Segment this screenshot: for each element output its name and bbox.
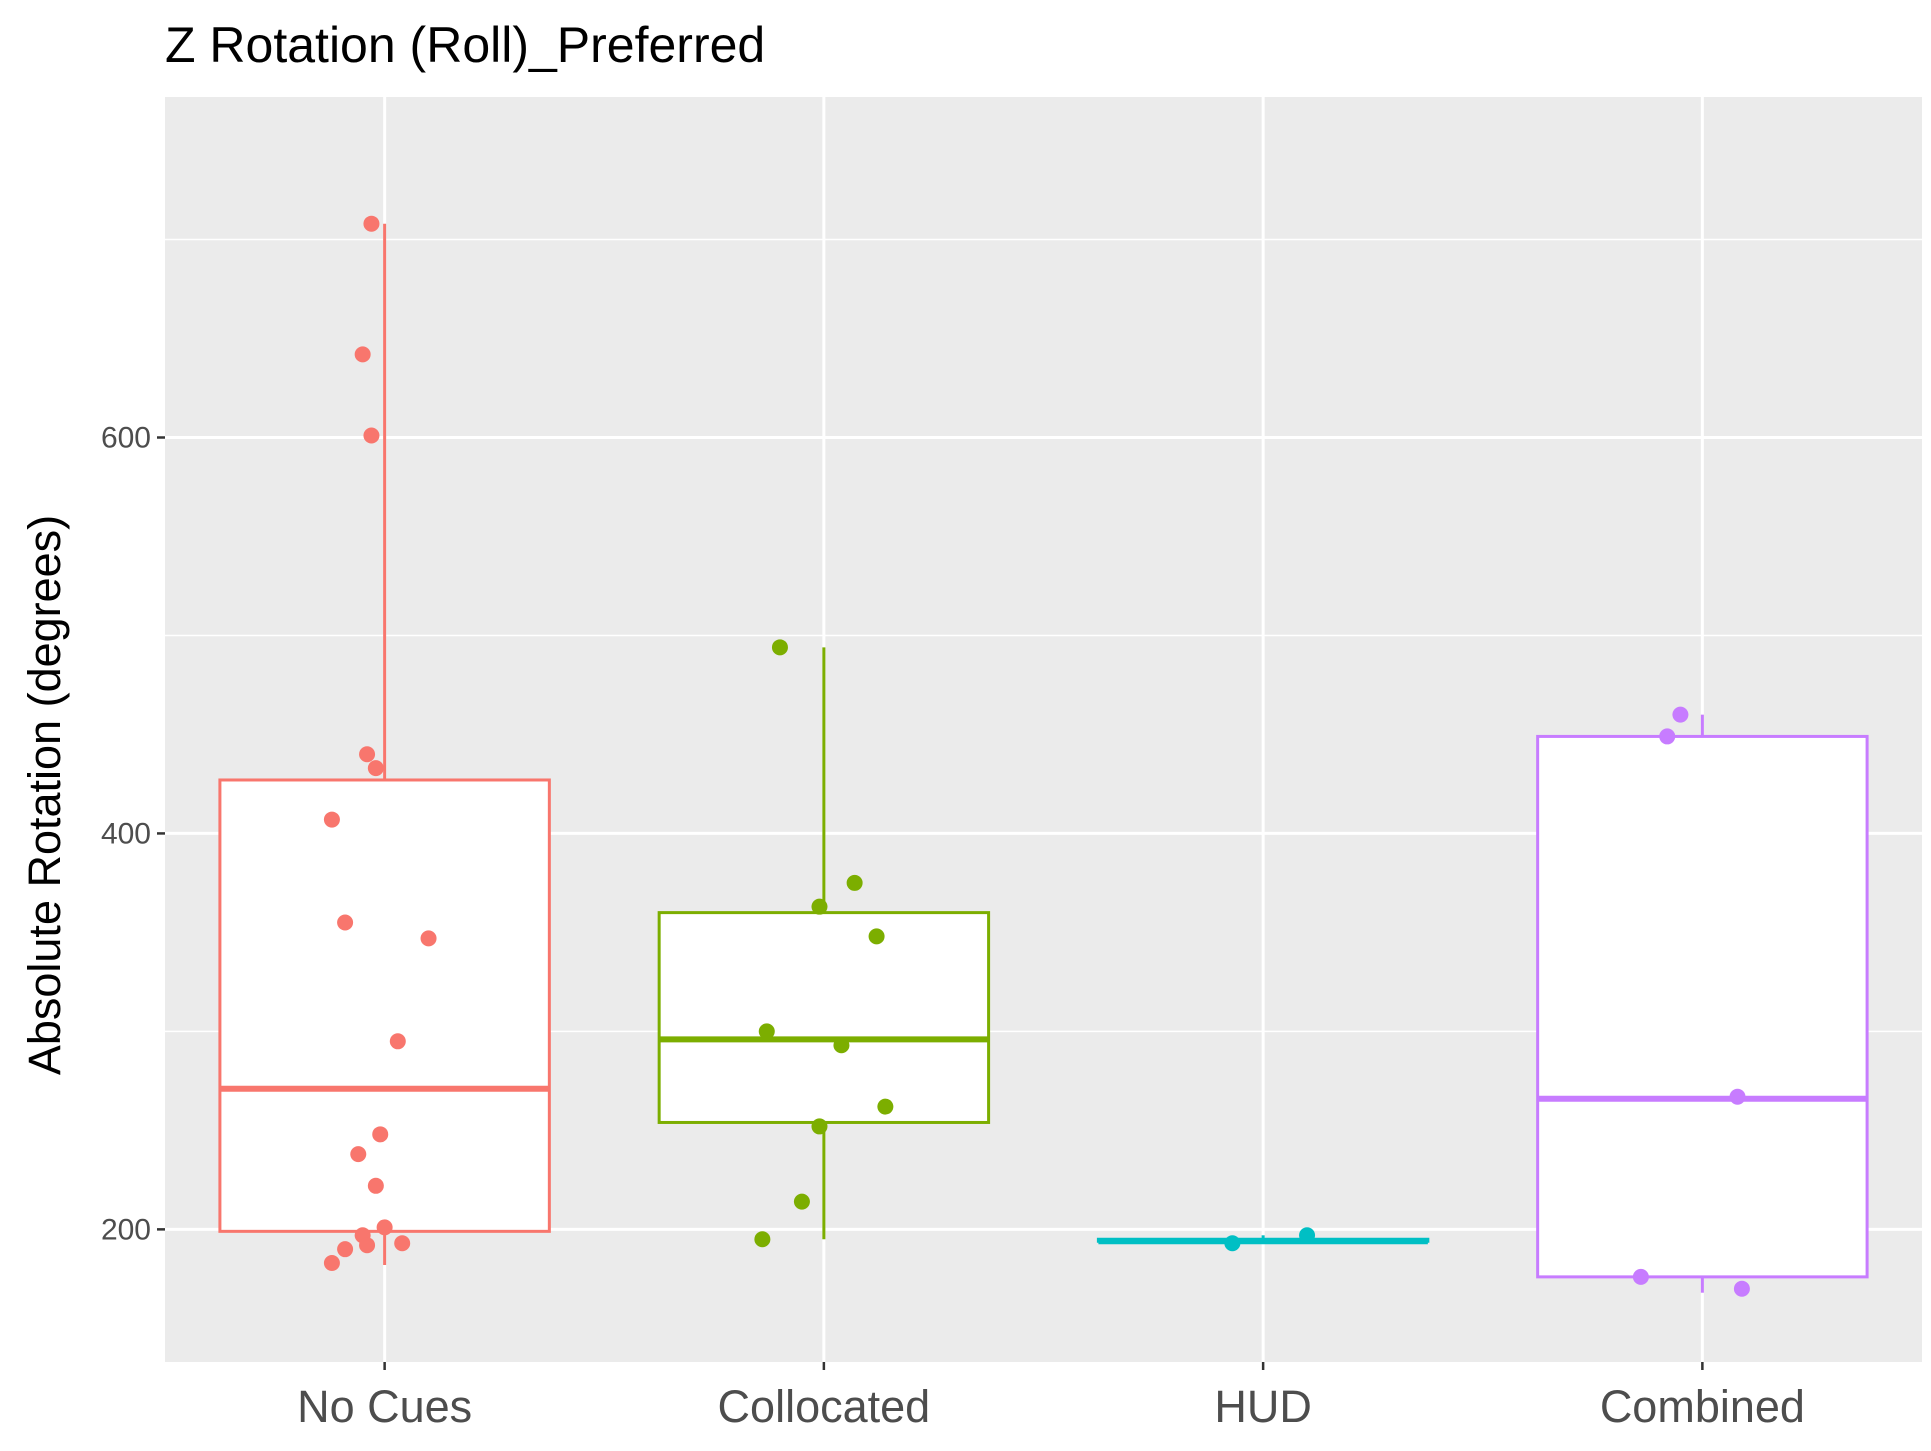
data-point (337, 1241, 354, 1258)
data-point (367, 760, 384, 777)
box-iqr (657, 911, 991, 1124)
data-point (350, 1146, 367, 1163)
data-point (376, 1219, 393, 1236)
data-point (323, 811, 340, 828)
boxes (218, 223, 1869, 1293)
data-point (389, 1033, 406, 1050)
x-tick-label: No Cues (297, 1381, 472, 1432)
data-point (394, 1235, 411, 1252)
data-point (359, 1237, 376, 1254)
data-point (420, 930, 437, 947)
data-point (1672, 706, 1689, 723)
data-point (1299, 1227, 1316, 1244)
axes: 200 400 600 No Cues Collocated HUD Combined (101, 422, 1805, 1432)
data-point (372, 1126, 389, 1143)
data-point (363, 215, 380, 232)
data-point (1632, 1268, 1649, 1285)
data-point (868, 928, 885, 945)
y-tick-label: 200 (101, 1213, 151, 1246)
data-point (1224, 1235, 1241, 1252)
box-iqr (1536, 734, 1869, 1279)
data-point (359, 746, 376, 763)
data-point (754, 1231, 771, 1248)
data-point (811, 898, 828, 915)
data-point (354, 346, 371, 363)
data-point (877, 1098, 894, 1115)
data-point (846, 874, 863, 891)
data-points (323, 215, 1750, 1297)
data-point (771, 639, 788, 656)
data-point (1729, 1088, 1746, 1105)
x-tick-label: HUD (1214, 1381, 1312, 1432)
y-tick-label: 600 (101, 422, 151, 455)
data-point (323, 1255, 340, 1272)
x-tick-label: Combined (1600, 1381, 1805, 1432)
data-point (367, 1177, 384, 1194)
data-point (811, 1118, 828, 1135)
x-tick-label: Collocated (718, 1381, 931, 1432)
data-point (833, 1037, 850, 1054)
y-tick-label: 400 (101, 817, 151, 850)
chart-title: Z Rotation (Roll)_Preferred (165, 17, 765, 73)
data-point (1659, 728, 1676, 745)
data-point (793, 1193, 810, 1210)
data-point (363, 427, 380, 444)
y-axis-title: Absolute Rotation (degrees) (19, 515, 70, 1075)
data-point (337, 914, 354, 931)
box-iqr (218, 778, 551, 1233)
data-point (758, 1023, 775, 1040)
data-point (1733, 1280, 1750, 1297)
